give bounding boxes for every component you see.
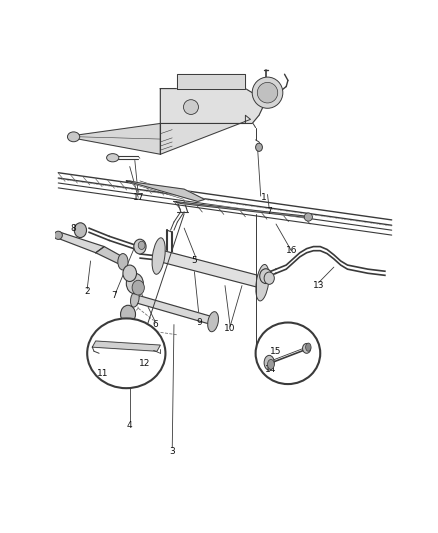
Ellipse shape xyxy=(259,269,271,284)
Ellipse shape xyxy=(126,273,143,294)
Ellipse shape xyxy=(264,272,274,284)
Polygon shape xyxy=(177,74,245,88)
Ellipse shape xyxy=(267,359,274,369)
Polygon shape xyxy=(157,251,265,288)
Polygon shape xyxy=(173,201,309,218)
Ellipse shape xyxy=(255,322,320,384)
Ellipse shape xyxy=(251,77,282,108)
Polygon shape xyxy=(72,124,160,154)
Text: 4: 4 xyxy=(127,421,132,430)
Polygon shape xyxy=(160,115,250,154)
Ellipse shape xyxy=(117,254,128,270)
Text: 1: 1 xyxy=(261,193,266,202)
Ellipse shape xyxy=(304,213,312,221)
Text: 7: 7 xyxy=(266,207,272,216)
Ellipse shape xyxy=(67,132,80,142)
Text: 12: 12 xyxy=(139,359,150,368)
Ellipse shape xyxy=(120,305,135,324)
Ellipse shape xyxy=(257,83,277,103)
Ellipse shape xyxy=(132,280,144,295)
Ellipse shape xyxy=(74,223,86,238)
Polygon shape xyxy=(95,247,126,265)
Ellipse shape xyxy=(207,312,218,332)
Text: 15: 15 xyxy=(269,347,280,356)
Ellipse shape xyxy=(54,231,62,239)
Ellipse shape xyxy=(264,356,274,370)
Ellipse shape xyxy=(134,239,146,254)
Ellipse shape xyxy=(106,154,119,162)
Polygon shape xyxy=(160,88,265,124)
Ellipse shape xyxy=(183,100,198,115)
Polygon shape xyxy=(92,341,160,351)
Text: 6: 6 xyxy=(152,320,158,329)
Text: 14: 14 xyxy=(264,365,276,374)
Text: 2: 2 xyxy=(84,287,90,296)
Ellipse shape xyxy=(302,343,310,353)
Ellipse shape xyxy=(152,238,165,274)
Polygon shape xyxy=(133,296,218,325)
Ellipse shape xyxy=(255,143,262,151)
Text: 5: 5 xyxy=(191,256,197,265)
Ellipse shape xyxy=(87,318,165,388)
Ellipse shape xyxy=(130,291,139,307)
Text: 11: 11 xyxy=(96,369,108,378)
Text: 16: 16 xyxy=(285,246,297,255)
Text: 3: 3 xyxy=(169,447,175,456)
Text: 7: 7 xyxy=(111,292,117,300)
Ellipse shape xyxy=(305,343,311,351)
Text: 10: 10 xyxy=(224,324,235,333)
Ellipse shape xyxy=(123,265,136,281)
Polygon shape xyxy=(58,232,104,253)
Text: 17: 17 xyxy=(132,193,144,202)
Ellipse shape xyxy=(255,264,268,301)
Ellipse shape xyxy=(138,241,145,249)
Polygon shape xyxy=(126,181,204,201)
Text: 9: 9 xyxy=(196,318,202,327)
Text: 8: 8 xyxy=(71,224,76,232)
Text: 13: 13 xyxy=(312,281,324,290)
